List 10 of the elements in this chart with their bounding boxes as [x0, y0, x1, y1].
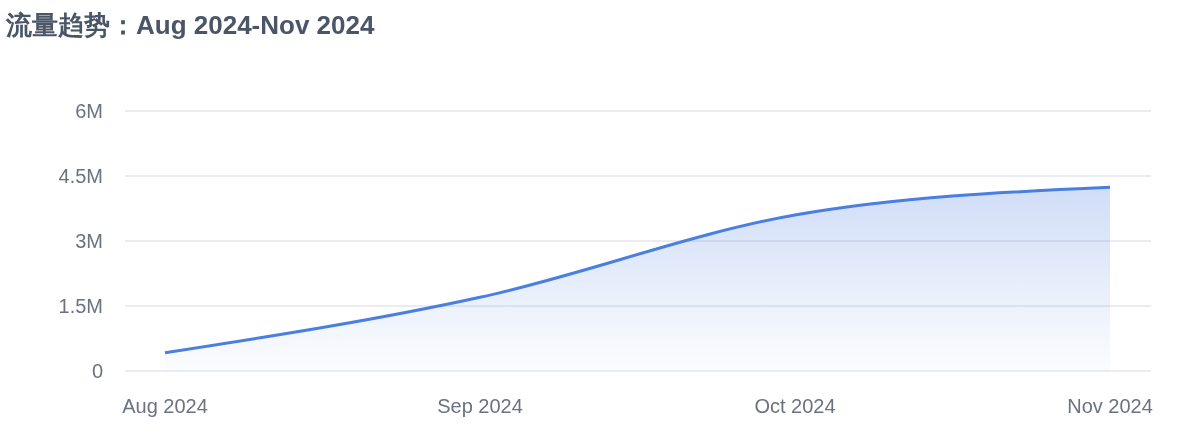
- y-tick-label: 1.5M: [58, 295, 103, 318]
- chart-title: 流量趋势：Aug 2024-Nov 2024: [6, 9, 375, 42]
- x-tick-label: Aug 2024: [122, 395, 208, 418]
- y-tick-label: 6M: [75, 100, 103, 123]
- y-tick-label: 3M: [75, 230, 103, 253]
- y-tick-label: 4.5M: [58, 165, 103, 188]
- x-tick-label: Sep 2024: [437, 395, 523, 418]
- x-tick-label: Oct 2024: [754, 395, 836, 418]
- y-tick-label: 0: [91, 360, 103, 383]
- x-tick-label: Nov 2024: [1067, 395, 1153, 418]
